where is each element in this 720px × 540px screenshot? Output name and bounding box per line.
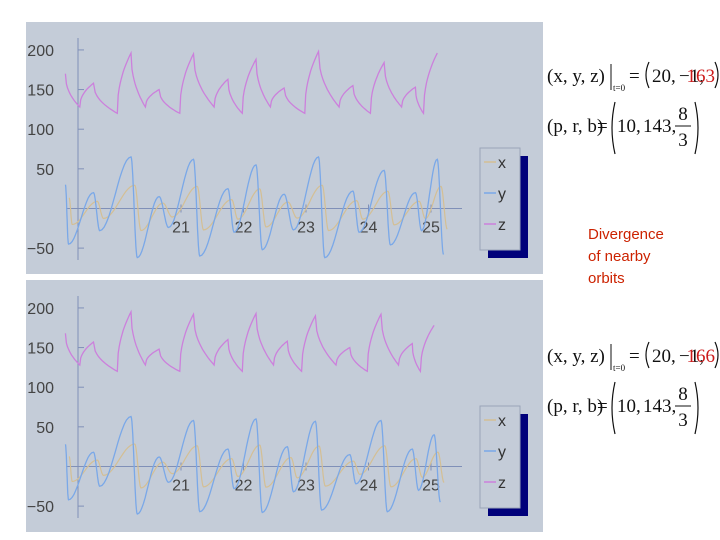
legend: xyz	[479, 147, 528, 258]
paren	[611, 381, 616, 435]
y-tick-label: 50	[36, 162, 54, 179]
equals-sign-1: =	[629, 66, 640, 87]
legend-label-z: z	[498, 217, 506, 234]
legend-label-y: y	[498, 444, 506, 461]
y-tick-label: 200	[27, 43, 54, 60]
paren	[714, 61, 719, 89]
param-b-numerator: 8	[678, 384, 688, 405]
y-tick-label: 50	[36, 420, 54, 437]
caption-line-3: orbits	[588, 270, 625, 287]
x-tick-label: 21	[172, 477, 190, 494]
legend: xyz	[479, 405, 528, 516]
paren	[645, 341, 650, 369]
paren	[694, 101, 699, 155]
equations-bottom: (x, y, z) t=0 = 20, −1, 166 (p, r, b) = 10, 143, 8…	[545, 338, 720, 438]
y-tick-label: 150	[27, 83, 54, 100]
param-value-1: 10,	[617, 116, 641, 137]
y-tick-label: 100	[27, 380, 54, 397]
x-tick-label: 23	[297, 219, 315, 236]
param-label: (p, r, b)	[547, 116, 603, 137]
param-b-denominator: 3	[678, 130, 688, 151]
x-tick-label: 25	[422, 477, 440, 494]
equals-sign-2: =	[597, 396, 608, 417]
plot-panel-bottom: 200 150 100 50 −50 21 22 23 24 25 x y z	[26, 280, 543, 532]
param-value-2: 143,	[643, 116, 676, 137]
ic-value-2: −1,	[679, 346, 704, 367]
plot-panel-top: 200 150 100 50 −50 21 22 23 24 25 x y z	[26, 22, 543, 274]
ic-value-3: 166	[687, 346, 716, 367]
series-y-line	[64, 155, 445, 259]
caption: Divergence of nearby orbits	[588, 224, 708, 290]
param-b-denominator: 3	[678, 410, 688, 431]
ic-value-1: 20,	[652, 66, 676, 87]
series-x-line	[68, 443, 445, 489]
ic-value-2: −1,	[679, 66, 704, 87]
param-label: (p, r, b)	[547, 396, 603, 417]
y-tick-label: −50	[27, 499, 54, 516]
y-tick-label: −50	[27, 241, 54, 258]
series-x-line	[68, 184, 448, 232]
paren	[645, 61, 650, 89]
param-value-1: 10,	[617, 396, 641, 417]
x-tick-label: 25	[422, 219, 440, 236]
ic-subscript: t=0	[613, 363, 626, 373]
y-tick-label: 200	[27, 301, 54, 318]
caption-line-2: of nearby	[588, 248, 651, 265]
param-b-numerator: 8	[678, 104, 688, 125]
legend-label-y: y	[498, 186, 506, 203]
x-tick-label: 23	[297, 477, 315, 494]
x-tick-label: 24	[360, 219, 378, 236]
legend-label-z: z	[498, 475, 506, 492]
y-tick-label: 100	[27, 122, 54, 139]
ic-value-3: 163	[687, 66, 716, 87]
param-value-2: 143,	[643, 396, 676, 417]
legend-box	[479, 147, 521, 251]
caption-line-1: Divergence	[588, 226, 664, 243]
equals-sign-1: =	[629, 346, 640, 367]
legend-box	[479, 405, 521, 509]
ic-subscript: t=0	[613, 83, 626, 93]
equations-top-svg: (x, y, z)t=0= 20, −1,163(p, r, b)= 10, 143,8…	[547, 61, 719, 155]
x-tick-label: 21	[172, 219, 190, 236]
series-y-line	[64, 415, 441, 515]
y-tick-label: 150	[27, 341, 54, 358]
series-z-line	[64, 49, 438, 116]
ic-label: (x, y, z)	[547, 346, 605, 367]
equals-sign-2: =	[597, 116, 608, 137]
legend-label-x: x	[498, 413, 506, 430]
ic-value-1: 20,	[652, 346, 676, 367]
legend-label-x: x	[498, 155, 506, 172]
ic-label: (x, y, z)	[547, 66, 605, 87]
paren	[714, 341, 719, 369]
series-z-line	[64, 309, 435, 374]
paren	[611, 101, 616, 155]
equations-top: (x, y, z) t=0 = 20, −1, 163 (p, r, b) = 10, 143, 8…	[545, 58, 720, 158]
x-tick-label: 24	[360, 477, 378, 494]
paren	[694, 381, 699, 435]
equations-bottom-svg: (x, y, z)t=0= 20, −1,166(p, r, b)= 10, 143,8…	[547, 341, 719, 435]
